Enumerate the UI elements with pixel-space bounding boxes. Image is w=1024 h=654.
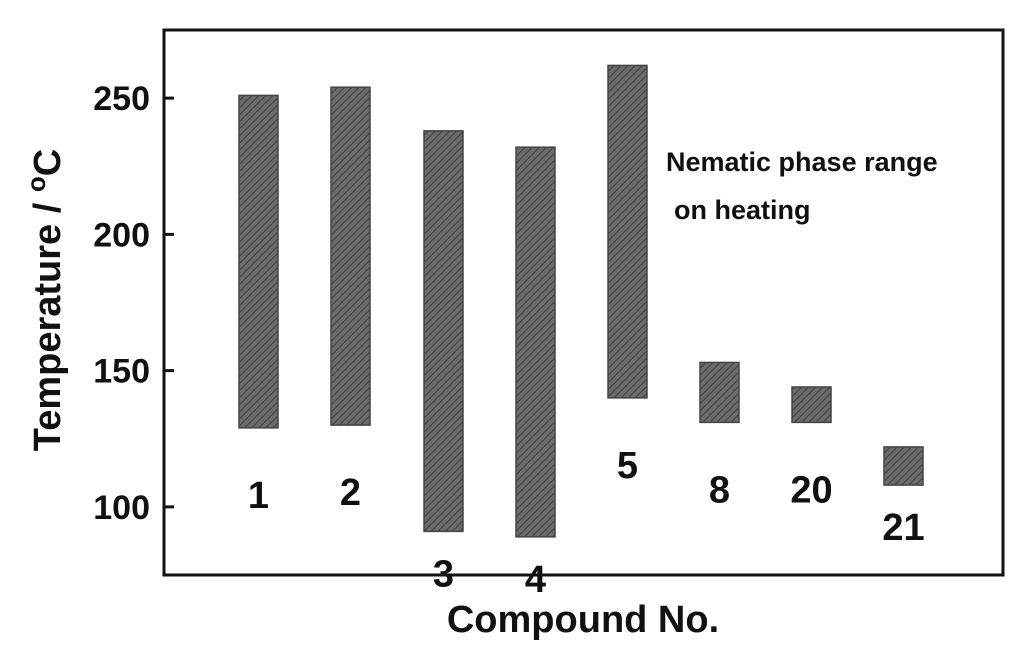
plot-frame	[162, 28, 1005, 577]
category-label: 3	[433, 553, 454, 595]
category-label: 20	[790, 469, 832, 511]
y-tick-label: 200	[93, 216, 150, 254]
category-label: 2	[340, 472, 361, 514]
annotation-line-1: Nematic phase range	[666, 147, 938, 177]
category-label: 4	[525, 559, 546, 601]
range-bar	[699, 361, 740, 424]
category-label: 21	[882, 507, 924, 549]
range-bar	[883, 446, 924, 486]
y-axis-title-unit: C	[27, 149, 69, 176]
range-bar	[607, 64, 648, 399]
range-bar	[423, 130, 464, 533]
y-axis-title-main: Temperature /	[27, 192, 69, 451]
y-axis: 100 150 200 250	[93, 80, 174, 527]
y-tick-label: 150	[93, 353, 150, 391]
y-axis-title-superscript: o	[21, 176, 51, 192]
annotation-line-2: on heating	[674, 195, 811, 225]
range-bars	[238, 64, 924, 538]
range-bar	[330, 86, 371, 426]
range-bar	[515, 146, 556, 538]
y-tick-label: 100	[93, 489, 150, 527]
category-labels: 1 2 3 4 5 8 20 21	[248, 445, 925, 601]
range-bar	[791, 386, 832, 424]
range-bar	[238, 94, 279, 429]
category-label: 1	[248, 475, 269, 517]
x-axis-title: Compound No.	[447, 599, 719, 641]
category-label: 5	[617, 445, 638, 487]
category-label: 8	[709, 469, 730, 511]
y-axis-title: Temperature / oC	[21, 149, 69, 451]
y-tick-label: 250	[93, 80, 150, 118]
